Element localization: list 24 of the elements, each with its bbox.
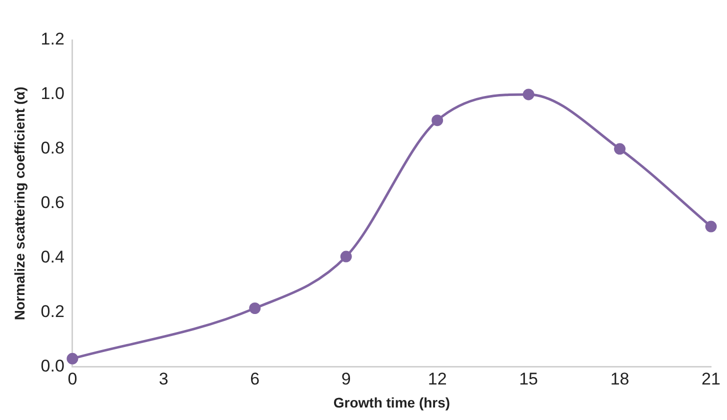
point — [249, 302, 261, 314]
x-tick-label: 18 — [610, 370, 630, 389]
point — [614, 143, 626, 155]
point — [705, 220, 717, 232]
x-tick-label: 9 — [341, 370, 351, 389]
x-tick-label: 0 — [68, 370, 78, 389]
y-tick-label: 0.6 — [40, 193, 64, 212]
point — [340, 250, 352, 262]
x-tick-label: 12 — [428, 370, 447, 389]
y-tick-label: 1.2 — [40, 30, 64, 49]
x-tick-label: 15 — [519, 370, 538, 389]
point — [522, 88, 534, 100]
y-tick-label: 0.4 — [40, 248, 64, 267]
y-tick-label: 1.0 — [40, 84, 64, 104]
y-tick-label: 0.8 — [40, 138, 64, 158]
x-tick-label: 3 — [158, 370, 168, 389]
x-tick-label: 6 — [250, 370, 260, 389]
point — [432, 114, 444, 126]
x-tick-label: 21 — [702, 370, 720, 389]
y-tick-label: 0.0 — [40, 356, 64, 376]
x-axis-title: Growth time (hrs) — [333, 394, 450, 410]
y-axis-title: Normalize scattering coefficient (α) — [11, 86, 28, 320]
y-tick-label: 0.2 — [40, 302, 64, 322]
point — [66, 352, 78, 364]
